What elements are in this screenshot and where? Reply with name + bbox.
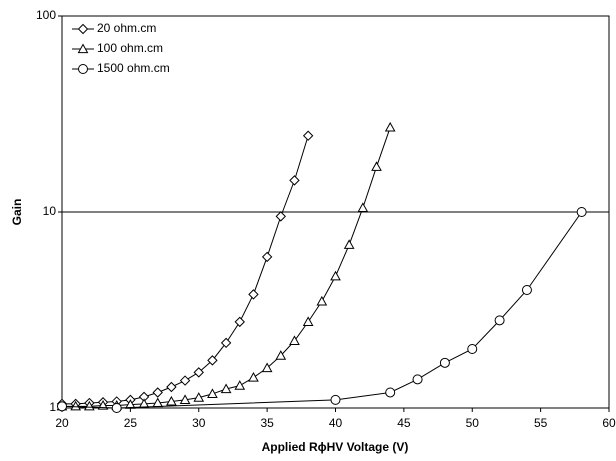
data-point <box>371 161 382 171</box>
legend-marker <box>77 43 89 54</box>
data-point <box>207 355 218 366</box>
data-point <box>330 394 341 405</box>
data-point <box>166 395 177 406</box>
data-point <box>166 381 177 393</box>
data-point <box>412 374 423 385</box>
data-point <box>384 121 396 132</box>
x-tick-label: 35 <box>260 416 274 430</box>
series-line <box>62 127 391 407</box>
data-point <box>302 130 314 141</box>
data-point <box>439 357 450 368</box>
data-point <box>234 380 246 390</box>
data-point <box>248 289 259 300</box>
data-point <box>385 387 396 398</box>
data-point <box>70 400 82 411</box>
data-point <box>193 392 205 402</box>
data-point <box>357 202 369 212</box>
x-tick-label: 45 <box>397 416 411 430</box>
data-point <box>125 399 136 409</box>
data-point <box>152 387 163 398</box>
data-point <box>179 394 191 404</box>
data-point <box>57 401 67 412</box>
series-line <box>61 211 583 409</box>
data-point <box>275 350 287 360</box>
y-axis-label: Gain <box>10 199 24 226</box>
legend-label: 1500 ohm.cm <box>97 61 170 75</box>
data-point <box>576 207 587 217</box>
x-tick-label: 55 <box>534 416 548 430</box>
x-tick-label: 25 <box>124 416 138 430</box>
data-point <box>521 284 532 295</box>
data-point <box>248 372 259 382</box>
legend-label: 20 ohm.cm <box>97 21 156 35</box>
x-tick-label: 40 <box>329 416 343 430</box>
x-tick-label: 60 <box>602 416 616 430</box>
data-point <box>207 388 218 399</box>
x-axis-label: Applied RϕHV Voltage (V) <box>262 440 409 454</box>
data-point <box>179 375 191 386</box>
x-tick-label: 50 <box>466 416 480 430</box>
legend-label: 100 ohm.cm <box>97 41 163 55</box>
data-point <box>494 315 505 326</box>
data-point <box>220 383 232 394</box>
data-point <box>302 316 314 326</box>
data-point <box>84 400 95 411</box>
data-point <box>220 337 232 349</box>
y-tick-label: 10 <box>43 204 57 218</box>
data-point <box>330 270 341 281</box>
data-point <box>111 403 122 413</box>
data-point <box>289 335 300 345</box>
y-tick-label: 100 <box>36 8 56 22</box>
data-point <box>467 343 478 354</box>
legend-marker <box>78 64 88 74</box>
data-point <box>343 239 355 249</box>
data-point <box>261 362 273 373</box>
x-tick-label: 30 <box>192 416 206 430</box>
y-tick-label: 1 <box>49 400 56 414</box>
data-point <box>193 367 204 378</box>
data-point <box>289 175 300 186</box>
data-point <box>316 295 328 306</box>
x-tick-label: 20 <box>55 416 69 430</box>
data-point <box>234 316 245 328</box>
legend-marker <box>77 23 89 35</box>
data-point <box>261 251 273 263</box>
data-point <box>275 211 287 222</box>
